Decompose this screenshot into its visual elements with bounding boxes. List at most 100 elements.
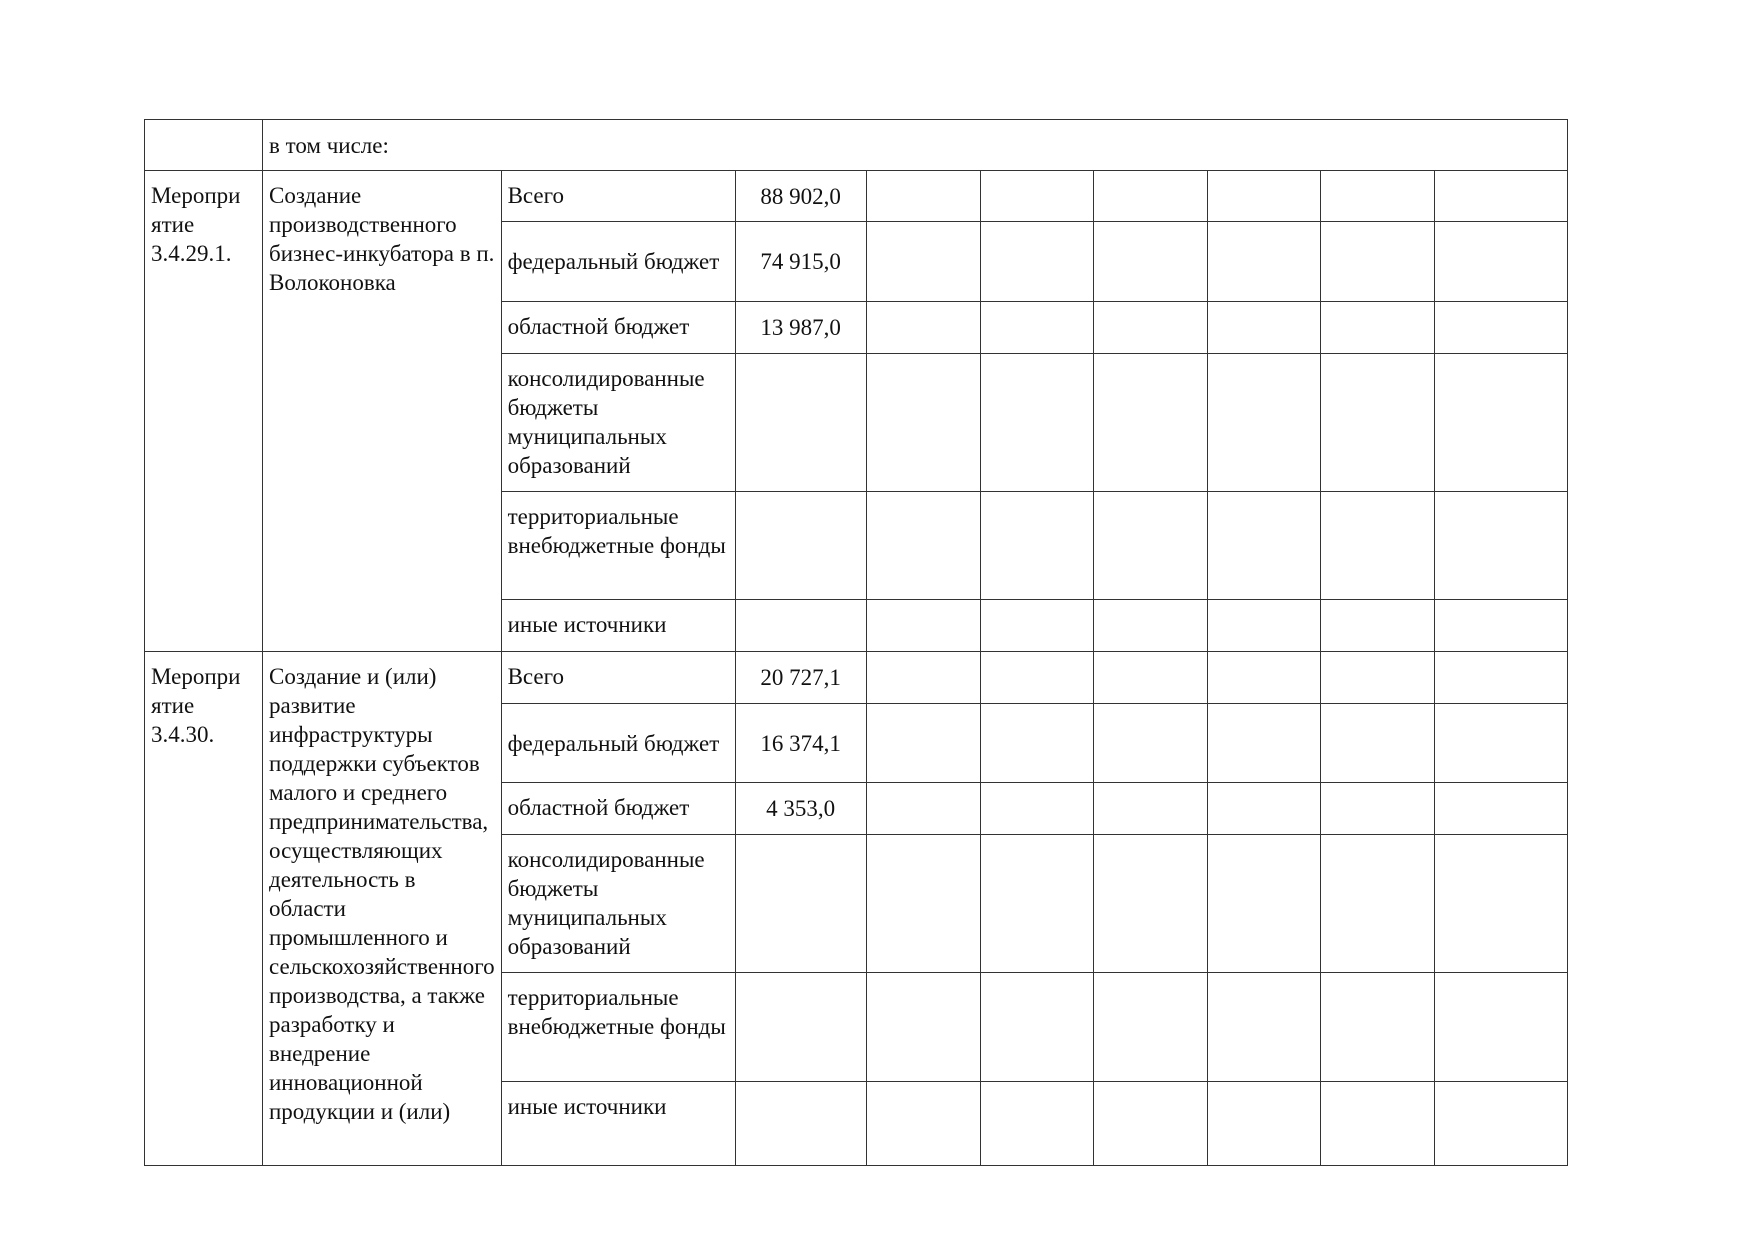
empty-cell — [865, 782, 981, 835]
empty-cell — [1433, 491, 1568, 600]
empty-cell — [1092, 834, 1208, 973]
empty-cell — [1206, 782, 1321, 835]
empty-cell — [1092, 599, 1208, 652]
empty-cell — [1319, 221, 1435, 302]
empty-cell — [865, 834, 981, 973]
source-label: территориальные внебюджетные фонды — [500, 491, 736, 600]
activity-code-line: 3.4.29.1. — [151, 241, 232, 266]
empty-cell — [1206, 221, 1321, 302]
empty-cell — [1319, 353, 1435, 492]
source-row: иные источники — [145, 1081, 1568, 1166]
source-value: 16 374,1 — [734, 703, 867, 783]
source-value — [734, 353, 867, 492]
source-label: областной бюджет — [500, 782, 736, 835]
empty-cell — [1433, 599, 1568, 652]
empty-cell — [144, 119, 263, 171]
budget-table: в том числе: Меропри ятие 3.4.29.1. Создани… — [144, 119, 1568, 1166]
source-value: 74 915,0 — [734, 221, 867, 302]
activity-code: Меропри ятие 3.4.29.1. — [144, 170, 263, 652]
activity-code-line: ятие — [151, 212, 195, 237]
empty-cell — [1433, 782, 1568, 835]
source-label: Всего — [500, 651, 736, 704]
intro-label: в том числе: — [262, 119, 1568, 171]
activity-code-line: Меропри — [151, 664, 241, 689]
empty-cell — [979, 599, 1094, 652]
empty-cell — [979, 651, 1094, 704]
empty-cell — [1433, 221, 1568, 302]
empty-cell — [865, 599, 981, 652]
empty-cell — [1319, 301, 1435, 354]
source-row: Меропри ятие 3.4.30. Создание и (или) разви… — [144, 651, 1568, 1166]
activity-title: Создание и (или) развитие инфраструктуры… — [262, 651, 502, 1166]
empty-cell — [1319, 782, 1435, 835]
source-label: Всего — [500, 170, 736, 222]
source-label: территориальные внебюджетные фонды — [500, 972, 736, 1082]
empty-cell — [979, 491, 1094, 600]
empty-cell — [1092, 972, 1208, 1082]
activity-code-line: 3.4.30. — [151, 722, 215, 747]
activity-code-line: Меропри — [151, 183, 241, 208]
source-value — [734, 1081, 867, 1166]
activity-code-line: ятие — [151, 693, 195, 718]
empty-cell — [865, 221, 981, 302]
empty-cell — [1319, 834, 1435, 973]
source-row: территориальные внебюджетные фонды — [145, 491, 1568, 600]
empty-cell — [1319, 651, 1435, 704]
empty-cell — [1206, 703, 1321, 783]
empty-cell — [865, 491, 981, 600]
empty-cell — [865, 703, 981, 783]
empty-cell — [979, 782, 1094, 835]
empty-cell — [979, 972, 1094, 1082]
empty-cell — [1433, 301, 1568, 354]
source-label: консолидированные бюджеты муниципальных … — [500, 834, 736, 973]
source-label: иные источники — [500, 599, 736, 652]
empty-cell — [1206, 972, 1321, 1082]
empty-cell — [1319, 599, 1435, 652]
source-row: территориальные внебюджетные фонды — [145, 972, 1568, 1082]
source-label: консолидированные бюджеты муниципальных … — [500, 353, 736, 492]
intro-row: в том числе: — [144, 119, 1568, 171]
source-value — [734, 972, 867, 1082]
source-row: федеральный бюджет 16 374,1 — [145, 703, 1568, 783]
empty-cell — [1319, 491, 1435, 600]
empty-cell — [865, 301, 981, 354]
empty-cell — [1433, 834, 1568, 973]
empty-cell — [865, 651, 981, 704]
empty-cell — [979, 170, 1094, 222]
source-row: иные источники — [145, 599, 1568, 652]
source-value: 20 727,1 — [734, 651, 867, 704]
empty-cell — [1092, 651, 1208, 704]
empty-cell — [1092, 1081, 1208, 1166]
source-value — [734, 599, 867, 652]
empty-cell — [1433, 353, 1568, 492]
empty-cell — [1319, 703, 1435, 783]
empty-cell — [865, 353, 981, 492]
empty-cell — [979, 703, 1094, 783]
source-row: консолидированные бюджеты муниципальных … — [145, 834, 1568, 973]
empty-cell — [979, 221, 1094, 302]
empty-cell — [1206, 651, 1321, 704]
empty-cell — [1433, 703, 1568, 783]
empty-cell — [1319, 170, 1435, 222]
empty-cell — [1433, 1081, 1568, 1166]
empty-cell — [1319, 972, 1435, 1082]
empty-cell — [1206, 834, 1321, 973]
empty-cell — [1092, 221, 1208, 302]
empty-cell — [1092, 353, 1208, 492]
empty-cell — [1206, 301, 1321, 354]
activity-code: Меропри ятие 3.4.30. — [144, 651, 263, 1166]
empty-cell — [1092, 491, 1208, 600]
empty-cell — [979, 353, 1094, 492]
empty-cell — [1092, 703, 1208, 783]
empty-cell — [1433, 651, 1568, 704]
empty-cell — [1206, 1081, 1321, 1166]
source-row: Меропри ятие 3.4.29.1. Создание производств… — [144, 170, 1568, 652]
empty-cell — [865, 170, 981, 222]
empty-cell — [865, 1081, 981, 1166]
source-row: федеральный бюджет 74 915,0 — [145, 221, 1568, 302]
empty-cell — [1206, 599, 1321, 652]
empty-cell — [1206, 491, 1321, 600]
source-value: 13 987,0 — [734, 301, 867, 354]
source-label: иные источники — [500, 1081, 736, 1166]
empty-cell — [1433, 170, 1568, 222]
